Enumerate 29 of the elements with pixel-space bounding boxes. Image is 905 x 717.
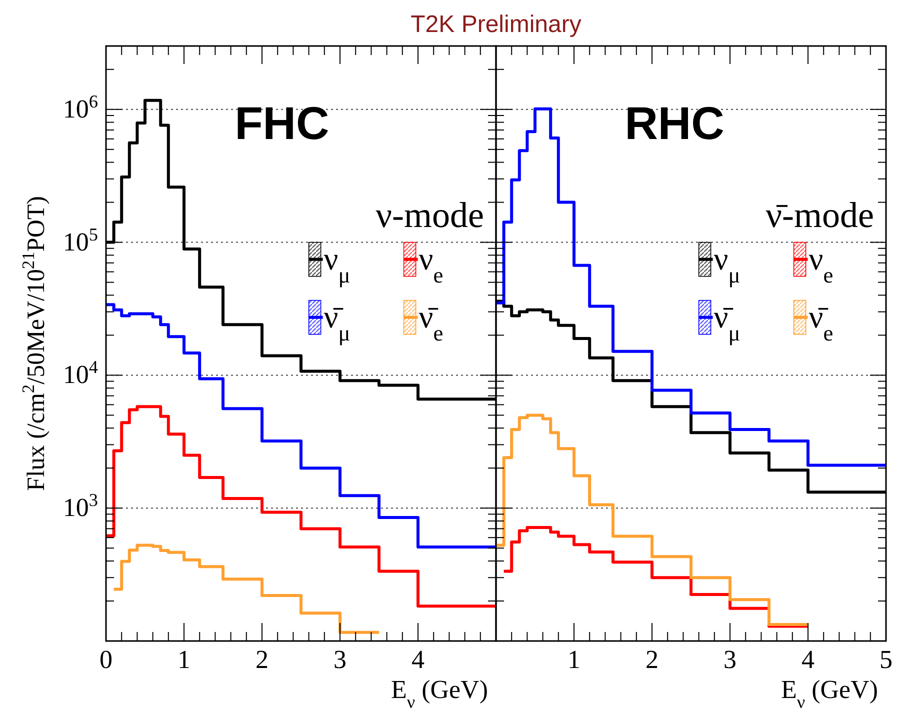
x-tick-label: 3: [334, 645, 346, 674]
annotation: ν-mode: [376, 195, 484, 236]
text: RHC: [624, 96, 724, 149]
x-axis-title: E$_{ν}$ (GeV): [780, 675, 878, 712]
legend-label: ν$_{μ}$: [324, 240, 350, 287]
y-tick-label: 10$^{6}$: [62, 91, 98, 124]
y-tick-label: 10$^{3}$: [62, 490, 98, 522]
legend-label: ν$_{μ}$: [714, 240, 740, 287]
legend-label: ν$_{e}$: [808, 240, 834, 287]
legend-label: ν̄$_{μ}$: [714, 298, 740, 345]
x-tick-label: 5: [880, 645, 892, 674]
text: FHC: [234, 96, 330, 149]
annotation: ν̄-mode: [766, 195, 874, 236]
x-tick-label: 1: [178, 645, 190, 674]
x-tick-label: 2: [646, 645, 658, 674]
y-tick-label: 10$^{5}$: [62, 224, 98, 256]
y-tick-label: 10$^{4}$: [62, 357, 98, 390]
x-tick-label: 3: [724, 645, 736, 674]
x-tick-label: 4: [802, 645, 814, 674]
legend-label: ν̄$_{μ}$: [324, 298, 350, 345]
x-tick-label: 0: [100, 645, 112, 674]
x-tick-label: 2: [256, 645, 268, 674]
legend-label: ν̄$_{e}$: [808, 298, 834, 345]
x-axis-title: E$_{ν}$ (GeV): [390, 675, 488, 712]
legend-label: ν$_{e}$: [418, 240, 444, 287]
x-tick-label: 1: [568, 645, 580, 674]
legend-label: ν̄$_{e}$: [418, 298, 444, 345]
x-tick-label: 4: [412, 645, 424, 674]
text: T2K Preliminary: [410, 11, 582, 38]
